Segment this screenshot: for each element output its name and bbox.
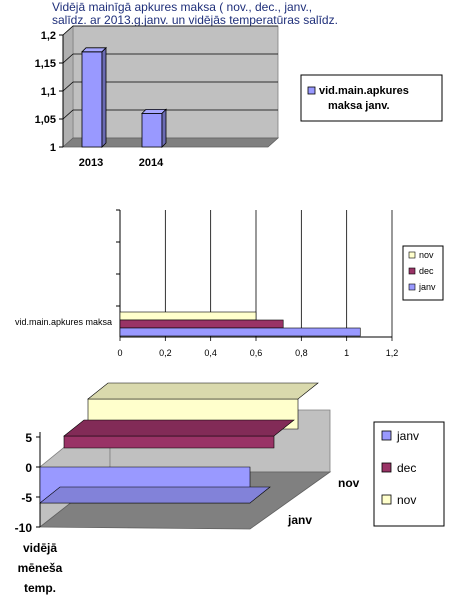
chart2-x-tick-label: 1,2 (386, 348, 399, 358)
chart2-x-tick-label: 0,4 (204, 348, 217, 358)
chart1-gridline-side (62, 109, 74, 120)
chart2-legend-label-janv: janv (418, 282, 436, 292)
chart2-legend: nov dec janv (402, 245, 444, 301)
chart3-area-dec (63, 435, 275, 449)
chart-yearly-bars: 1 1,05 1,1 1,15 1,2 2013 2014 vid.main.apkure… (35, 25, 443, 169)
chart2-x-ticks: 0 0,2 0,4 0,6 0,8 1 1,2 (117, 348, 398, 358)
chart1-gridline-side (62, 81, 74, 92)
chart3-y-tick-label: -10 (15, 521, 33, 535)
chart1-y-tick-label: 1 (50, 142, 56, 154)
chart2-x-tick-label: 0,8 (295, 348, 308, 358)
chart3-category-label-line: temp. (24, 581, 56, 595)
chart2-category-label: vid.main.apkures maksa (15, 317, 112, 327)
chart3-legend-swatch-janv (381, 430, 392, 441)
chart1-frame (59, 25, 280, 148)
chart1-y-tick-label: 1,1 (41, 86, 56, 98)
chart3-legend-label-nov: nov (397, 493, 416, 507)
chart-temperature-area: -10 -5 0 5 nov janv vidējā mēneša temp. janv d… (15, 382, 445, 595)
chart3-legend-label-dec: dec (397, 461, 416, 475)
chart1-y-tick-label: 1,05 (35, 114, 56, 126)
chart3-category-label-line: vidējā (23, 541, 57, 555)
chart2-x-tick-label: 0,6 (250, 348, 263, 358)
chart3-y-tick-label: 0 (25, 461, 32, 475)
chart1-gridline-side (62, 53, 74, 64)
chart3-area-top-nov (87, 382, 319, 400)
chart3-legend-swatch-dec (381, 462, 392, 473)
chart2-legend-label-nov: nov (419, 250, 434, 260)
chart2-legend-swatch-nov (408, 251, 416, 259)
chart1-gridline-side (62, 25, 74, 36)
chart1-bar-side-2013 (101, 46, 107, 148)
chart3-y-tick-label: -5 (21, 491, 32, 505)
chart3-areas (39, 382, 319, 504)
chart1-legend-label-line-2: maksa janv. (328, 100, 390, 112)
chart3-area-top-janv (39, 486, 271, 504)
chart3-y-tick-label: 5 (25, 431, 32, 445)
chart2-bar-janv (119, 327, 361, 337)
chart2-x-tick-label: 1 (344, 348, 349, 358)
title-line-1: Vidējā mainīgā apkures maksa ( nov., dec… (52, 0, 313, 14)
chart1-x-tick-label: 2014 (139, 157, 164, 169)
chart1-floor (61, 137, 280, 148)
chart1-x-tick-label: 2013 (79, 157, 103, 169)
title-line-2: salīdz. ar 2013.g.janv. un vidējās tempe… (52, 13, 338, 27)
chart1-y-tick-label: 1,15 (35, 58, 56, 70)
chart1-bar-2013 (81, 51, 103, 148)
chart1-legend-swatch (307, 86, 316, 95)
page-title: Vidējā mainīgā apkures maksa ( nov., dec… (52, 1, 448, 27)
chart1-legend-box (300, 74, 443, 122)
chart1-legend-label-line-1: vid.main.apkures (319, 85, 409, 97)
chart2-legend-swatch-dec (408, 267, 416, 275)
chart3-depth-label-janv: janv (287, 513, 312, 527)
chart2-legend-label-dec: dec (419, 266, 434, 276)
chart3-area-top-dec (63, 419, 295, 437)
chart1-bar-2014 (141, 113, 163, 148)
chart3-category-label-line: mēneša (18, 561, 63, 575)
chart2-x-tick-label: 0 (117, 348, 122, 358)
chart3-category-label: vidējā mēneša temp. (18, 541, 63, 595)
chart3-depth-label-nov: nov (338, 476, 360, 490)
chart2-x-tick-label: 0,2 (159, 348, 172, 358)
chart3-y-ticks: -10 -5 0 5 (15, 431, 33, 535)
chart1-bars (81, 46, 167, 148)
chart3-legend-label-janv: janv (396, 429, 419, 443)
chart2-bars (119, 311, 361, 337)
chart2-bar-dec (119, 319, 284, 329)
chart1-x-ticks: 2013 2014 (79, 157, 164, 169)
chart1-y-ticks: 1 1,05 1,1 1,15 1,2 (35, 30, 56, 154)
chart3-gridlines (36, 432, 41, 528)
chart-monthly-horizontal-bars: 0 0,2 0,4 0,6 0,8 1 1,2 vid.main.apkures maksa… (15, 209, 444, 358)
chart1-bar-side-2014 (161, 108, 167, 148)
chart1-y-tick-label: 1,2 (41, 30, 56, 42)
chart3-legend-swatch-nov (381, 494, 392, 505)
chart2-bar-nov (119, 311, 257, 321)
chart1-legend: vid.main.apkures maksa janv. (300, 74, 443, 122)
chart3-legend: janv dec nov (373, 421, 445, 527)
chart2-legend-swatch-janv (408, 283, 416, 291)
